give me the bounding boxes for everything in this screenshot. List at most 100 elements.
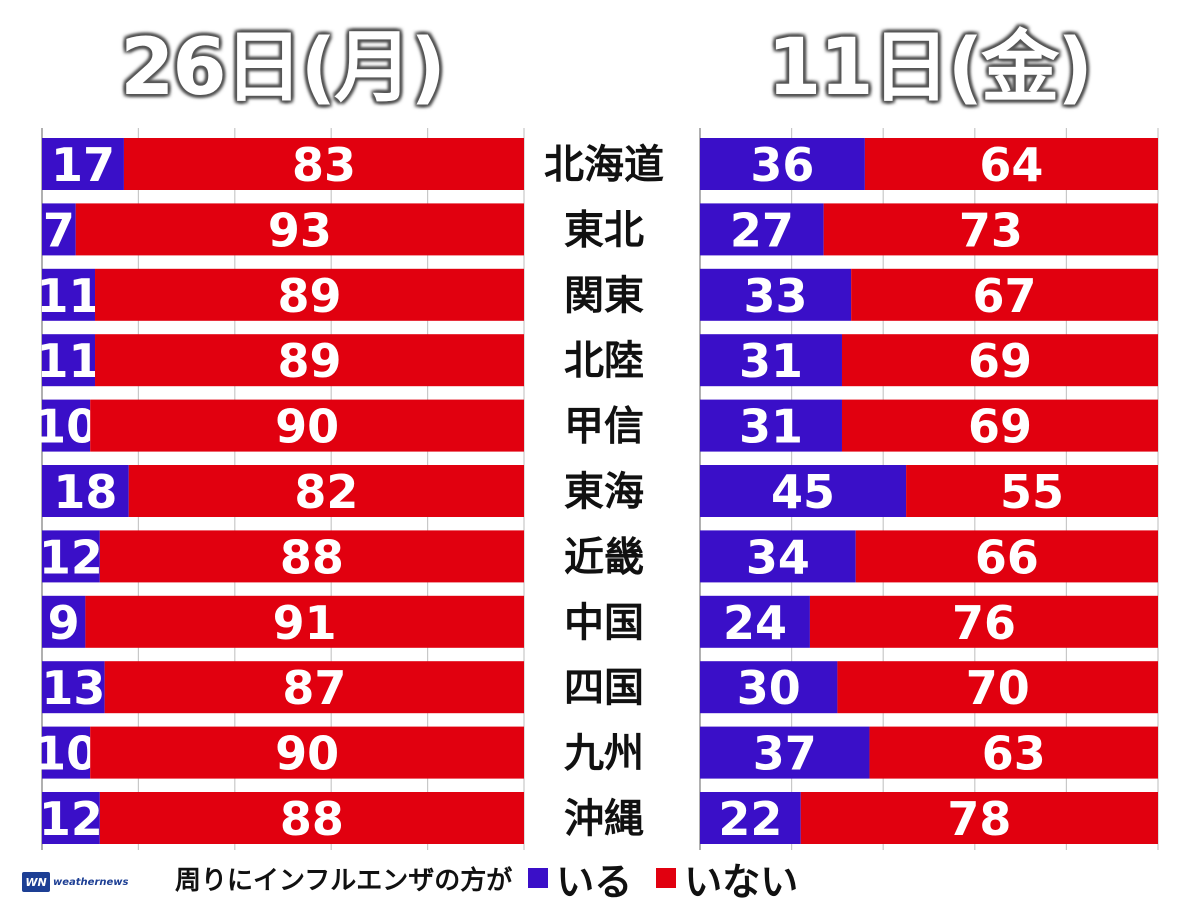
left-bar-label-absent-1: 93 bbox=[268, 203, 332, 257]
left-bar-absent-10 bbox=[99, 792, 524, 844]
region-label-10: 沖縄 bbox=[564, 796, 644, 842]
left-bar-label-present-10: 12 bbox=[39, 792, 103, 846]
legend-swatch-present bbox=[528, 868, 549, 888]
left-bar-label-absent-5: 82 bbox=[294, 465, 358, 519]
region-label-2: 関東 bbox=[564, 273, 644, 319]
left-bar-label-absent-6: 88 bbox=[280, 530, 344, 584]
left-bar-label-present-7: 9 bbox=[48, 596, 80, 650]
right-bar-absent-3 bbox=[841, 334, 1158, 387]
right-bar-present-5 bbox=[700, 465, 907, 517]
right-bar-present-9 bbox=[700, 726, 870, 779]
left-bar-absent-0 bbox=[123, 138, 524, 190]
left-bar-present-10 bbox=[42, 792, 100, 844]
right-bar-absent-2 bbox=[851, 268, 1158, 321]
right-bar-absent-6 bbox=[855, 530, 1158, 583]
right-bar-label-present-5: 45 bbox=[771, 465, 835, 519]
left-bar-present-4 bbox=[42, 399, 91, 452]
left-bar-label-absent-2: 89 bbox=[278, 269, 342, 323]
left-bar-absent-1 bbox=[75, 203, 525, 256]
right-bar-label-absent-4: 69 bbox=[968, 400, 1032, 454]
left-bar-present-8 bbox=[42, 661, 105, 714]
right-bar-present-2 bbox=[700, 268, 852, 321]
right-bars: 36 64 27 73 33 67 31 69 31 69 45 55 34 66 24 76 30 70 37 63… bbox=[700, 138, 1158, 846]
left-bar-absent-6 bbox=[99, 530, 524, 583]
right-bar-label-present-0: 36 bbox=[750, 138, 814, 192]
right-bar-present-6 bbox=[700, 530, 856, 583]
right-bar-label-present-6: 34 bbox=[746, 530, 810, 584]
left-bar-label-absent-10: 88 bbox=[280, 792, 344, 846]
right-bar-label-present-9: 37 bbox=[753, 727, 817, 781]
legend-label-present: いる bbox=[556, 859, 633, 904]
right-bar-label-absent-10: 78 bbox=[947, 792, 1011, 846]
legend-caption: 周りにインフルエンザの方が bbox=[175, 865, 513, 896]
right-bar-label-absent-3: 69 bbox=[968, 334, 1032, 388]
right-bar-present-3 bbox=[700, 334, 842, 387]
left-bar-present-0 bbox=[42, 138, 124, 190]
left-bar-present-1 bbox=[42, 203, 76, 256]
region-label-8: 四国 bbox=[564, 665, 644, 711]
left-bar-present-9 bbox=[42, 726, 91, 779]
left-bar-label-present-6: 12 bbox=[39, 530, 103, 584]
left-bar-label-present-3: 11 bbox=[37, 334, 101, 388]
legend: 周りにインフルエンザの方が いる いない bbox=[175, 856, 822, 904]
right-bar-absent-10 bbox=[800, 792, 1158, 844]
left-bar-label-present-9: 10 bbox=[34, 727, 98, 781]
left-bar-label-absent-4: 90 bbox=[275, 400, 339, 454]
region-label-0: 北海道 bbox=[544, 142, 664, 188]
left-bar-present-6 bbox=[42, 530, 100, 583]
right-bar-present-10 bbox=[700, 792, 801, 844]
right-bar-absent-7 bbox=[809, 595, 1158, 648]
left-bar-present-2 bbox=[42, 268, 96, 321]
right-bar-present-8 bbox=[700, 661, 838, 714]
right-bar-label-absent-0: 64 bbox=[979, 138, 1043, 192]
left-bar-absent-3 bbox=[95, 334, 525, 387]
right-bar-label-present-7: 24 bbox=[723, 596, 787, 650]
left-bar-absent-5 bbox=[128, 465, 524, 517]
right-bar-label-present-2: 33 bbox=[744, 269, 808, 323]
right-panel-title: 11日(金) bbox=[767, 23, 1093, 113]
right-bar-absent-4 bbox=[841, 399, 1158, 452]
region-label-9: 九州 bbox=[564, 731, 644, 777]
right-bar-label-absent-8: 70 bbox=[966, 661, 1030, 715]
left-bar-label-absent-9: 90 bbox=[275, 727, 339, 781]
right-bar-present-1 bbox=[700, 203, 824, 256]
legend-swatch-absent bbox=[656, 868, 677, 888]
right-bar-label-present-4: 31 bbox=[739, 400, 803, 454]
logo-text: weathernews bbox=[53, 876, 129, 888]
right-bar-absent-1 bbox=[823, 203, 1158, 256]
right-bar-label-absent-5: 55 bbox=[1000, 465, 1064, 519]
region-label-1: 東北 bbox=[564, 207, 644, 253]
logo-mark: WN bbox=[22, 872, 50, 892]
left-bar-absent-2 bbox=[95, 268, 525, 321]
left-bar-present-5 bbox=[42, 465, 129, 517]
left-bar-label-absent-0: 83 bbox=[292, 138, 356, 192]
right-bar-present-7 bbox=[700, 595, 810, 648]
left-bar-absent-8 bbox=[104, 661, 524, 714]
left-bars: 17 83 7 93 11 89 11 89 10 90 18 82 12 88 9 91 13 87 10 90 12… bbox=[34, 138, 525, 846]
left-bar-absent-4 bbox=[90, 399, 524, 452]
right-bar-present-4 bbox=[700, 399, 842, 452]
right-bar-label-absent-9: 63 bbox=[982, 727, 1046, 781]
region-label-4: 甲信 bbox=[564, 404, 644, 450]
right-bar-label-present-3: 31 bbox=[739, 334, 803, 388]
right-bar-label-absent-7: 76 bbox=[952, 596, 1016, 650]
right-bar-label-present-8: 30 bbox=[737, 661, 801, 715]
right-bar-label-present-1: 27 bbox=[730, 203, 794, 257]
legend-label-absent: いない bbox=[684, 859, 799, 904]
region-label-3: 北陸 bbox=[564, 338, 644, 384]
region-label-6: 近畿 bbox=[564, 534, 644, 580]
right-bar-absent-9 bbox=[869, 726, 1158, 779]
left-bar-absent-7 bbox=[85, 595, 524, 648]
region-label-7: 中国 bbox=[564, 600, 644, 646]
left-panel-title: 26日(月) bbox=[120, 23, 446, 113]
left-bar-label-present-0: 17 bbox=[51, 138, 115, 192]
right-bar-absent-8 bbox=[837, 661, 1158, 714]
left-bar-label-present-1: 7 bbox=[43, 203, 75, 257]
left-bar-label-absent-3: 89 bbox=[278, 334, 342, 388]
right-bar-absent-5 bbox=[906, 465, 1158, 517]
right-bar-label-absent-1: 73 bbox=[959, 203, 1023, 257]
right-bar-label-present-10: 22 bbox=[718, 792, 782, 846]
left-bar-label-present-4: 10 bbox=[34, 400, 98, 454]
region-label-5: 東海 bbox=[564, 469, 644, 515]
